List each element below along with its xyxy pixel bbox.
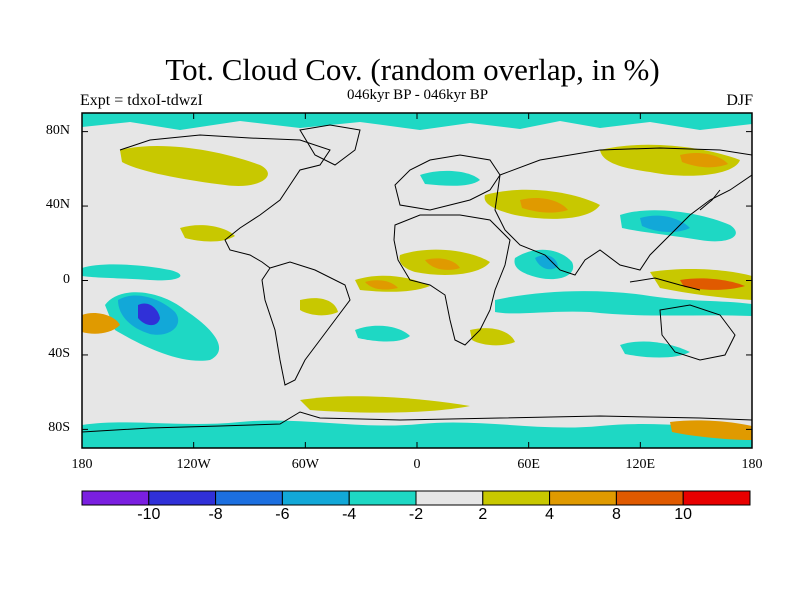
colorbar: [81, 490, 751, 506]
lon-label: 120E: [625, 457, 656, 472]
anomaly-south-africa: [470, 328, 515, 346]
coast-australia: [659, 304, 736, 361]
colorbar-swatch: [482, 490, 551, 506]
anomaly-north-africa-core: [425, 258, 460, 270]
lat-label: 80N: [45, 122, 70, 138]
colorbar-label: -6: [275, 506, 290, 523]
coast-asia: [494, 147, 752, 276]
colorbar-swatch: [148, 490, 217, 506]
anomaly-north-atlantic: [420, 170, 480, 186]
anomaly-west-pacific-warm-core: [680, 278, 745, 290]
lat-label: 40N: [45, 197, 70, 213]
anomaly-middle-east-core: [520, 198, 568, 213]
colorbar-swatch: [682, 490, 751, 506]
coast-greenland: [299, 124, 361, 166]
anomaly-indian-ocean-band: [495, 291, 752, 316]
lon-label: 60E: [517, 457, 540, 472]
colorbar-label: 8: [611, 506, 621, 523]
colorbar-swatch: [281, 490, 350, 506]
anomaly-arabian-sea-core: [535, 255, 558, 270]
map-subtitle: 046kyr BP - 046kyr BP: [346, 87, 489, 103]
anomaly-fields: [82, 113, 752, 448]
anomaly-south-atlantic: [355, 325, 410, 342]
anomaly-southern-ocean-warm-east: [670, 420, 752, 440]
anomaly-south-pacific-warm: [82, 313, 120, 334]
colorbar-swatch: [415, 490, 484, 506]
coastlines: [82, 124, 752, 433]
anomaly-north-pacific: [120, 145, 268, 186]
anomaly-tropical-pacific: [82, 264, 181, 281]
anomaly-americas: [180, 225, 235, 242]
coast-europe: [394, 154, 501, 211]
colorbar-label: -4: [342, 506, 357, 523]
tick-marks: [81, 113, 753, 448]
anomaly-southern-ocean-warm: [300, 396, 470, 413]
anomaly-south-america-east: [300, 298, 338, 316]
lon-label: 60W: [291, 457, 319, 472]
anomaly-siberia: [600, 144, 740, 176]
lat-label: 80S: [48, 420, 70, 436]
lon-label: 180: [71, 457, 93, 472]
lat-label: 0: [63, 271, 70, 287]
season-label: DJF: [726, 92, 753, 109]
colorbar-label: 4: [545, 506, 555, 523]
lat-label: 40S: [48, 345, 70, 361]
colorbar-label: 2: [478, 506, 488, 523]
colorbar-label: 10: [674, 506, 693, 523]
colorbar-swatch: [81, 490, 150, 506]
colorbar-swatch: [549, 490, 617, 506]
anomaly-southern-ocean-band: [82, 420, 752, 448]
lon-label: 120W: [176, 457, 211, 472]
lon-label: 180: [741, 457, 763, 472]
anomaly-equatorial-atlantic-core: [365, 280, 398, 290]
coast-japan: [699, 189, 721, 211]
colorbar-swatch: [348, 490, 417, 506]
lon-label: 0: [413, 457, 421, 472]
coast-africa: [393, 214, 511, 346]
colorbar-label: -8: [208, 506, 223, 523]
experiment-label: Expt = tdxoI-tdwzI: [80, 92, 203, 109]
coast-north-america: [119, 134, 331, 269]
colorbar-swatch: [215, 490, 283, 506]
map-title: Tot. Cloud Cov. (random overlap, in %): [165, 52, 660, 87]
anomaly-south-indian: [620, 341, 690, 358]
anomaly-siberia-core: [680, 153, 728, 168]
coast-indonesia: [629, 277, 701, 291]
colorbar-label: -10: [137, 506, 161, 523]
coast-antarctica: [82, 411, 752, 433]
coast-south-america: [261, 261, 351, 386]
colorbar-label: -2: [408, 506, 424, 523]
colorbar-swatch: [615, 490, 684, 506]
anomaly-southern-pacific-center: [138, 303, 160, 326]
anomaly-top-band: [82, 113, 752, 130]
